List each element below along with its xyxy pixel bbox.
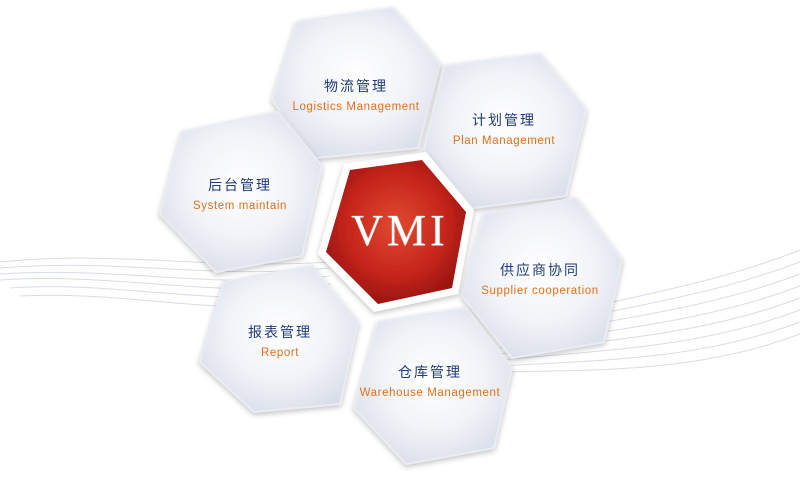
label-logistics: 物流管理 Logistics Management — [246, 76, 466, 113]
hex-supplier[interactable] — [460, 196, 624, 360]
supplier-subtitle: Supplier cooperation — [481, 285, 599, 297]
supplier-title: 供应商协同 — [500, 263, 580, 279]
warehouse-title: 仓库管理 — [398, 365, 462, 381]
label-plan: 计划管理 Plan Management — [394, 110, 614, 147]
hex-center-vmi[interactable] — [318, 152, 474, 312]
warehouse-subtitle: Warehouse Management — [359, 387, 501, 399]
logistics-subtitle: Logistics Management — [292, 101, 420, 113]
hex-report[interactable] — [198, 264, 360, 414]
backend-title: 后台管理 — [208, 178, 272, 194]
vmi-center-label: VMI — [351, 206, 449, 255]
logistics-title: 物流管理 — [324, 79, 388, 95]
hex-warehouse[interactable] — [352, 306, 514, 466]
plan-subtitle: Plan Management — [452, 135, 556, 147]
label-warehouse: 仓库管理 Warehouse Management — [320, 362, 540, 399]
label-backend: 后台管理 System maintain — [130, 175, 350, 212]
plan-title: 计划管理 — [472, 113, 536, 129]
hex-logistics[interactable] — [270, 6, 442, 160]
hex-plan[interactable] — [422, 52, 588, 210]
report-subtitle: Report — [260, 347, 300, 359]
report-title: 报表管理 — [248, 325, 312, 341]
label-supplier: 供应商协同 Supplier cooperation — [430, 260, 650, 297]
backend-subtitle: System maintain — [192, 200, 287, 212]
hex-backend[interactable] — [158, 110, 324, 274]
label-report: 报表管理 Report — [170, 322, 390, 359]
